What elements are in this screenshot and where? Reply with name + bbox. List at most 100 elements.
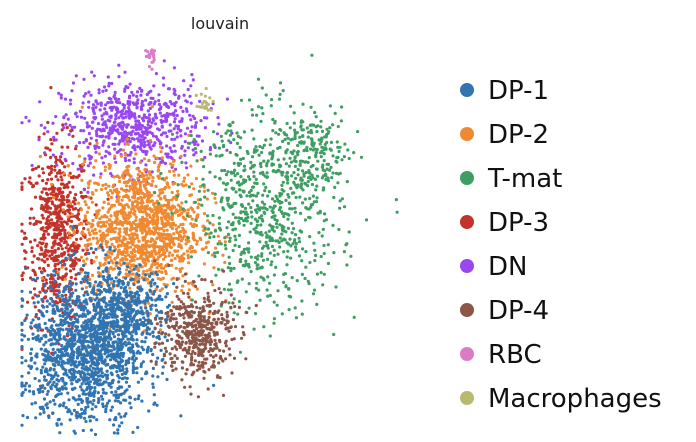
data-point: [134, 218, 138, 223]
data-point: [143, 136, 147, 140]
data-point: [83, 116, 87, 120]
data-point: [57, 209, 62, 214]
data-point: [37, 165, 41, 169]
data-point: [164, 285, 168, 289]
data-point: [159, 133, 164, 137]
data-point: [45, 221, 49, 225]
data-point: [54, 394, 58, 399]
data-point: [168, 241, 172, 245]
data-point: [252, 174, 256, 179]
data-point: [44, 181, 49, 185]
data-point: [63, 361, 67, 365]
data-point: [160, 233, 164, 237]
data-point: [39, 310, 43, 314]
data-point: [94, 105, 98, 109]
data-point: [157, 255, 161, 259]
data-point: [172, 169, 176, 173]
data-point: [94, 203, 98, 207]
data-point: [108, 132, 112, 136]
data-point: [195, 134, 199, 138]
data-point: [51, 347, 55, 351]
data-point: [112, 267, 116, 271]
data-point: [57, 254, 61, 258]
data-point: [86, 360, 91, 364]
data-point: [37, 174, 41, 178]
data-point: [142, 130, 146, 134]
data-point: [155, 137, 159, 141]
data-point: [58, 233, 62, 237]
data-point: [99, 101, 103, 105]
data-point: [157, 128, 161, 132]
data-point: [334, 285, 338, 289]
data-point: [96, 284, 100, 288]
data-point: [89, 136, 93, 140]
data-point: [202, 116, 207, 120]
data-point: [123, 288, 127, 292]
data-point: [126, 99, 130, 104]
data-point: [120, 109, 124, 113]
data-point: [82, 77, 86, 81]
data-point: [56, 178, 60, 182]
data-point: [274, 265, 278, 269]
data-point: [175, 194, 180, 198]
data-point: [61, 228, 65, 232]
data-point: [166, 152, 170, 156]
data-point: [174, 124, 178, 128]
data-point: [173, 289, 177, 293]
data-point: [68, 279, 72, 283]
data-point: [152, 215, 156, 219]
data-point: [48, 254, 52, 258]
data-point: [139, 210, 143, 214]
data-point: [75, 215, 79, 219]
data-point: [110, 203, 114, 207]
data-point: [200, 203, 204, 207]
data-point: [149, 254, 153, 258]
data-point: [124, 159, 128, 163]
data-point: [127, 103, 132, 107]
data-point: [130, 232, 134, 236]
data-point: [208, 235, 212, 240]
data-point: [49, 367, 53, 371]
data-point: [270, 215, 274, 219]
data-point: [147, 182, 151, 186]
data-point: [301, 247, 305, 251]
data-point: [122, 171, 126, 175]
data-point: [126, 153, 130, 157]
data-point: [280, 312, 284, 316]
data-point: [163, 161, 168, 165]
data-point: [211, 102, 215, 106]
data-point: [269, 104, 273, 108]
data-point: [99, 237, 103, 242]
data-point: [120, 112, 124, 116]
data-point: [237, 219, 241, 224]
data-point: [96, 122, 101, 126]
data-point: [155, 237, 159, 241]
data-point: [255, 267, 259, 271]
data-point: [50, 246, 54, 250]
data-point: [115, 328, 119, 332]
data-point: [94, 247, 98, 251]
data-point: [62, 126, 66, 130]
data-point: [260, 150, 264, 155]
data-point: [92, 361, 96, 365]
data-point: [117, 116, 121, 120]
data-point: [165, 228, 169, 232]
data-point: [54, 228, 58, 232]
data-point: [63, 277, 67, 281]
data-point: [92, 260, 96, 264]
data-point: [96, 370, 100, 375]
data-point: [191, 114, 195, 118]
data-point: [118, 125, 122, 129]
data-point: [120, 241, 125, 245]
data-point: [154, 115, 158, 119]
data-point: [160, 371, 165, 375]
data-point: [206, 214, 210, 218]
data-point: [54, 174, 58, 179]
data-point: [144, 245, 148, 250]
data-point: [40, 328, 45, 332]
data-point: [46, 355, 50, 359]
data-point: [224, 188, 228, 192]
data-point: [275, 225, 279, 229]
data-point: [58, 299, 62, 304]
data-point: [137, 293, 141, 297]
